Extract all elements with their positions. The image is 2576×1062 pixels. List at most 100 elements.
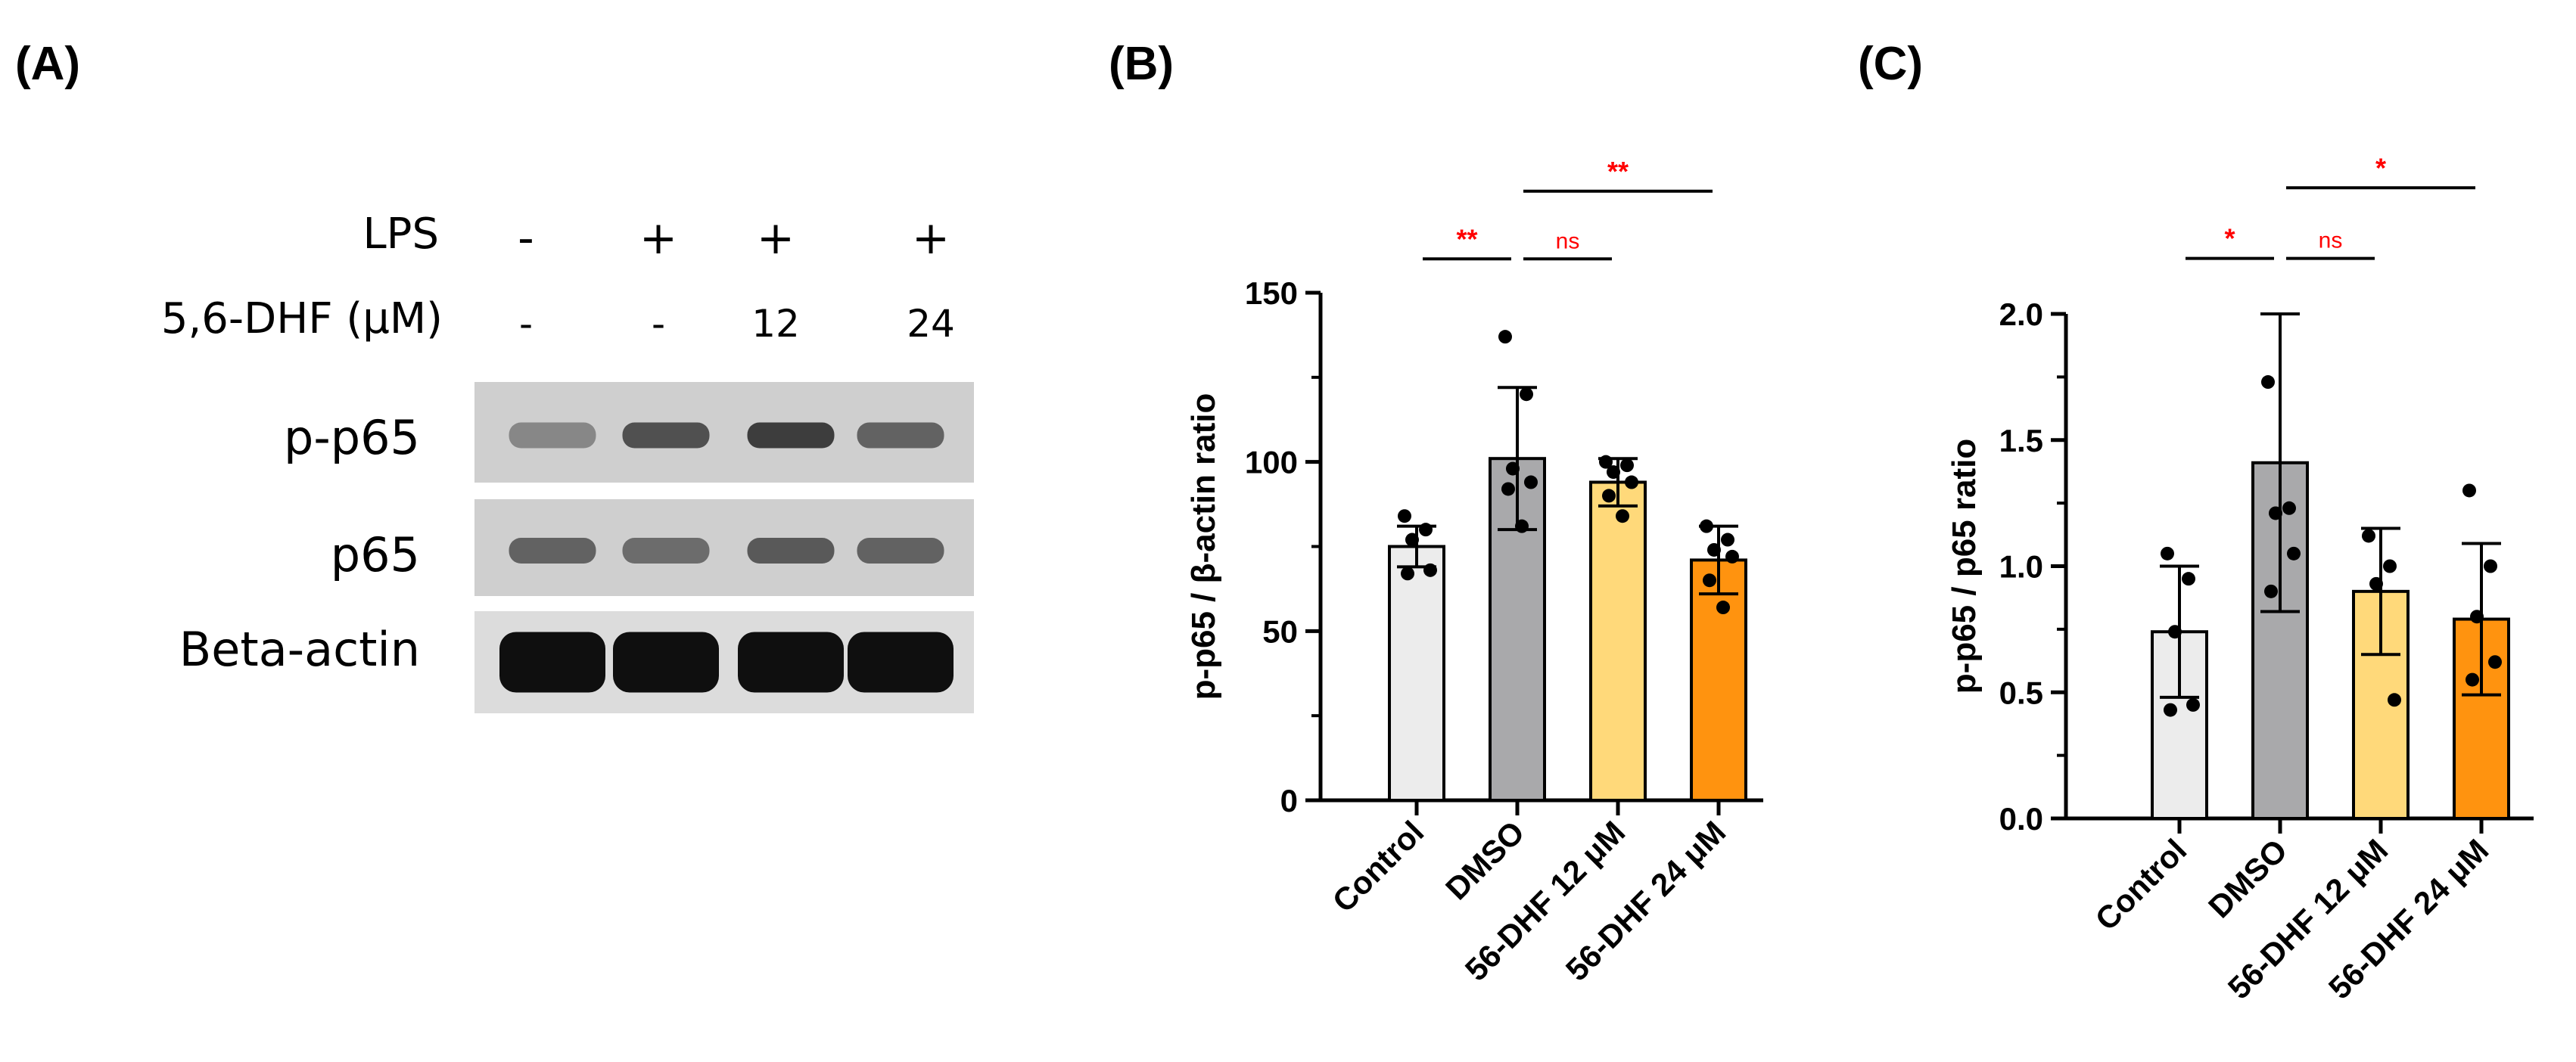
data-point <box>2362 529 2375 543</box>
data-point <box>1616 509 1629 523</box>
y-tick-label: 0.0 <box>1999 801 2043 837</box>
y-tick-label: 50 <box>1262 613 1298 649</box>
blot-band <box>613 632 719 693</box>
data-point <box>2161 546 2174 560</box>
data-point <box>1625 475 1638 489</box>
lane-lps-label: + <box>912 212 950 265</box>
x-tick-label: Control <box>2089 832 2194 937</box>
blot-band-label: Beta-actin <box>179 622 420 677</box>
blot-band <box>499 632 605 693</box>
blot-band <box>622 422 710 449</box>
data-point <box>1703 573 1716 588</box>
blot-band <box>857 422 944 449</box>
data-point <box>1707 542 1721 557</box>
significance-label: * <box>2224 223 2235 254</box>
data-point <box>1524 475 1538 489</box>
dhf-row-label: 5,6-DHF (μM) <box>161 294 443 343</box>
significance-label: ns <box>2319 228 2343 253</box>
data-point <box>2182 572 2195 586</box>
data-point <box>2369 576 2383 591</box>
y-tick-label: 1.5 <box>1999 423 2043 458</box>
data-point <box>2186 697 2200 712</box>
blot-band <box>509 422 596 449</box>
blot-band <box>738 632 844 693</box>
significance-label: ns <box>1556 228 1580 253</box>
lane-lps-label: + <box>639 212 677 265</box>
data-point <box>2264 584 2278 598</box>
x-tick-label: DMSO <box>1439 814 1531 906</box>
data-point <box>1405 533 1419 547</box>
data-point <box>1700 519 1713 533</box>
lane-lps-label: - <box>518 212 534 265</box>
y-axis-label: p-p65 / p65 ratio <box>1946 439 1983 694</box>
data-point <box>2462 483 2476 498</box>
data-point <box>2466 672 2479 687</box>
y-tick-label: 2.0 <box>1999 297 2043 332</box>
data-point <box>1501 482 1515 496</box>
blot-lane-labels: - - + - +12 +24 <box>518 212 955 346</box>
x-tick-label: DMSO <box>2201 832 2294 924</box>
x-tick-label: Control <box>1326 814 1431 919</box>
data-point <box>1725 549 1739 564</box>
data-point <box>1401 567 1414 581</box>
panel-label-c: (C) <box>1858 38 1923 90</box>
significance-label: ** <box>1607 156 1629 187</box>
y-tick-label: 1.0 <box>1999 549 2043 585</box>
western-blot: LPS 5,6-DHF (μM) - - + - +12 +24 p-p65 p65 Beta… <box>161 210 974 713</box>
lane-lps-label: + <box>757 212 795 265</box>
y-tick-label: 0.5 <box>1999 675 2043 710</box>
data-point <box>1607 465 1620 480</box>
data-point <box>1520 387 1533 402</box>
lps-row-label: LPS <box>362 210 439 259</box>
significance-label: * <box>2375 152 2386 183</box>
lane-dhf-label: 24 <box>907 302 955 346</box>
data-point <box>1506 461 1520 476</box>
data-point <box>2168 625 2182 639</box>
data-point <box>1620 458 1634 473</box>
data-point <box>2383 559 2397 573</box>
y-tick-label: 100 <box>1245 445 1298 480</box>
blot-band-label: p65 <box>331 527 420 582</box>
data-point <box>1602 489 1616 503</box>
data-point <box>1721 533 1734 547</box>
lane-dhf-label: 12 <box>751 302 800 346</box>
data-point <box>2261 375 2275 390</box>
blot-band <box>747 538 835 564</box>
bar-3 <box>1589 480 1647 802</box>
blot-band <box>509 538 596 564</box>
data-point <box>1716 601 1730 615</box>
lane-dhf-label: - <box>652 302 665 346</box>
blot-band <box>622 538 710 564</box>
data-point <box>2282 501 2296 515</box>
data-point <box>2488 655 2502 669</box>
data-point <box>1398 509 1411 523</box>
data-point <box>2164 703 2177 717</box>
significance-label: ** <box>1456 223 1477 254</box>
chart-c: 0.0 0.5 1.0 1.5 2.0 p-p65 / p65 ratio Control D… <box>1946 152 2534 1006</box>
lane-dhf-label: - <box>519 302 533 346</box>
bar-4 <box>1690 558 1747 802</box>
blot-band <box>747 422 835 449</box>
data-point <box>2287 546 2301 560</box>
y-tick-label: 0 <box>1280 783 1298 818</box>
data-point <box>1423 563 1437 577</box>
y-tick-label: 150 <box>1245 275 1298 311</box>
blot-band <box>857 538 944 564</box>
data-point <box>1498 330 1512 344</box>
data-point <box>2388 693 2401 707</box>
data-point <box>1515 519 1529 533</box>
data-point <box>2484 559 2497 573</box>
blot-band-label: p-p65 <box>284 410 420 465</box>
panel-label-a: (A) <box>15 38 80 90</box>
blot-band <box>848 632 954 693</box>
bar-1 <box>1388 545 1445 802</box>
data-point <box>2269 506 2282 520</box>
panel-label-b: (B) <box>1109 38 1174 90</box>
chart-b: 0 50 100 150 p-p65 / β-actin ratio Control DMS… <box>1185 156 1763 988</box>
data-point <box>1599 455 1613 469</box>
data-point <box>1419 523 1433 537</box>
y-axis-label: p-p65 / β-actin ratio <box>1185 393 1222 700</box>
data-point <box>2470 610 2484 624</box>
blot-band-rows: p-p65 p65 Beta-actin <box>179 382 974 713</box>
